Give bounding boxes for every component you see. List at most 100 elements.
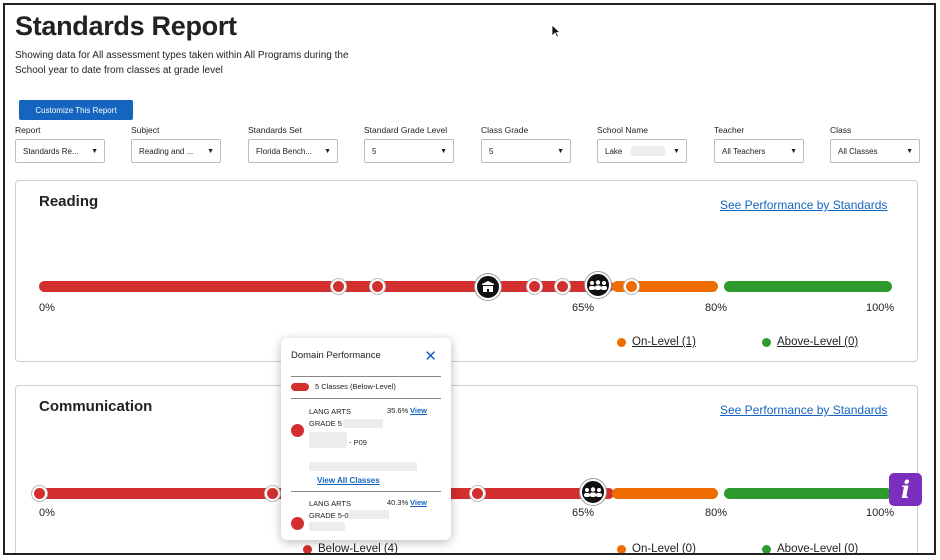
- class-marker[interactable]: [555, 279, 570, 294]
- class-name: LANG ARTS GRADE 5-0: [309, 499, 351, 520]
- filter-label: Standards Set: [248, 125, 302, 135]
- legend-dot: [762, 337, 771, 347]
- reading-card: Reading See Performance by Standards 0% …: [15, 180, 918, 362]
- class-marker[interactable]: [624, 279, 639, 294]
- caret-down-icon: ▼: [440, 147, 447, 155]
- reading-performance-link[interactable]: See Performance by Standards: [720, 198, 888, 212]
- class-marker[interactable]: [331, 279, 346, 294]
- tick-label: 80%: [705, 302, 728, 314]
- class-view-link[interactable]: View: [410, 406, 427, 415]
- class-name: LANG ARTS GRADE 5: [309, 407, 351, 428]
- divider: [291, 376, 441, 377]
- group-icon-glyph: [584, 487, 602, 497]
- class-marker[interactable]: [32, 486, 47, 501]
- filter-label: Report: [15, 125, 41, 135]
- divider: [291, 398, 441, 399]
- group-icon[interactable]: [580, 479, 606, 505]
- select-value: Reading and ...: [139, 146, 194, 156]
- class-code: - P09: [349, 438, 367, 447]
- redacted-text: [309, 522, 345, 531]
- legend-below-level[interactable]: Below-Level (4): [303, 543, 398, 555]
- view-all-classes-link[interactable]: View All Classes: [317, 476, 380, 485]
- redacted-text: [309, 462, 417, 471]
- class-marker[interactable]: [470, 486, 485, 501]
- filter-standard-grade-level: Standard Grade Level 5 ▼: [364, 125, 454, 163]
- legend-dot: [303, 544, 312, 553]
- select-value: 5: [372, 146, 377, 156]
- filter-standards-set: Standards Set Florida Bench... ▼: [248, 125, 338, 163]
- page-subtitle: Showing data for All assessment types ta…: [15, 50, 349, 76]
- class-marker[interactable]: [370, 279, 385, 294]
- tick-label: 80%: [705, 507, 728, 519]
- caret-down-icon: ▼: [557, 147, 564, 155]
- class-percent: 40.3%: [387, 498, 409, 507]
- app-frame: Standards Report Showing data for All as…: [3, 3, 936, 555]
- filter-teacher: Teacher All Teachers ▼: [714, 125, 804, 163]
- class-select[interactable]: All Classes ▼: [830, 139, 920, 163]
- mouse-cursor-icon: [551, 24, 561, 38]
- class-percent: 35.6%: [387, 406, 409, 415]
- caret-down-icon: ▼: [207, 147, 214, 155]
- filter-school-name: School Name Lake ▼: [597, 125, 687, 163]
- standards-set-select[interactable]: Florida Bench... ▼: [248, 139, 338, 163]
- popup-class-item: LANG ARTS GRADE 5-0 40.3% View: [291, 498, 441, 540]
- below-level-bar: [39, 281, 614, 292]
- legend-label: On-Level (1): [632, 336, 696, 348]
- reading-title: Reading: [39, 193, 99, 210]
- class-marker[interactable]: [265, 486, 280, 501]
- popup-summary: 5 Classes (Below-Level): [315, 382, 396, 391]
- filter-label: School Name: [597, 125, 649, 135]
- class-marker[interactable]: [527, 279, 542, 294]
- legend-on-level[interactable]: On-Level (0): [617, 543, 696, 555]
- above-level-bar: [724, 488, 892, 499]
- legend-label: On-Level (0): [632, 543, 696, 555]
- legend-label: Below-Level (4): [318, 543, 398, 555]
- redacted-text: [349, 510, 389, 519]
- filter-report: Report Standards Re... ▼: [15, 125, 105, 163]
- select-value: 5: [489, 146, 494, 156]
- redacted-text: [309, 432, 347, 448]
- teacher-select[interactable]: All Teachers ▼: [714, 139, 804, 163]
- select-value: Florida Bench...: [256, 146, 313, 156]
- group-icon-glyph: [589, 280, 607, 290]
- communication-performance-link[interactable]: See Performance by Standards: [720, 403, 888, 417]
- below-level-dot: [291, 424, 304, 437]
- popup-title: Domain Performance: [291, 350, 381, 361]
- select-value: Standards Re...: [23, 146, 79, 156]
- page-title: Standards Report: [15, 11, 237, 41]
- legend-label: Above-Level (0): [777, 336, 859, 348]
- report-select[interactable]: Standards Re... ▼: [15, 139, 105, 163]
- caret-down-icon: ▼: [673, 147, 680, 155]
- filter-subject: Subject Reading and ... ▼: [131, 125, 221, 163]
- filter-label: Class Grade: [481, 125, 529, 135]
- legend-above-level[interactable]: Above-Level (0): [762, 336, 858, 348]
- close-icon[interactable]: ✕: [424, 348, 437, 365]
- filter-label: Standard Grade Level: [364, 125, 448, 135]
- standard-grade-level-select[interactable]: 5 ▼: [364, 139, 454, 163]
- school-icon[interactable]: [475, 274, 501, 300]
- tick-label: 65%: [572, 507, 595, 519]
- group-icon[interactable]: [585, 272, 611, 298]
- school-icon-glyph: [482, 281, 494, 292]
- tick-label: 100%: [866, 507, 895, 519]
- school-name-select[interactable]: Lake ▼: [597, 139, 687, 163]
- divider: [291, 491, 441, 492]
- legend-above-level[interactable]: Above-Level (0): [762, 543, 858, 553]
- caret-down-icon: ▼: [91, 147, 98, 155]
- caret-down-icon: ▼: [790, 147, 797, 155]
- on-level-bar: [612, 488, 718, 499]
- class-view-link[interactable]: View: [410, 498, 427, 507]
- communication-title: Communication: [39, 398, 153, 415]
- customize-report-button[interactable]: Customize This Report: [19, 100, 133, 120]
- caret-down-icon: ▼: [324, 147, 331, 155]
- filter-label: Subject: [131, 125, 160, 135]
- select-value: All Teachers: [722, 146, 766, 156]
- subject-select[interactable]: Reading and ... ▼: [131, 139, 221, 163]
- info-icon[interactable]: i: [889, 473, 922, 506]
- tick-label: 0%: [39, 507, 55, 519]
- class-grade-select[interactable]: 5 ▼: [481, 139, 571, 163]
- legend-on-level[interactable]: On-Level (1): [617, 336, 696, 348]
- caret-down-icon: ▼: [906, 147, 913, 155]
- communication-card: Communication See Performance by Standar…: [15, 385, 918, 555]
- tick-label: 0%: [39, 302, 55, 314]
